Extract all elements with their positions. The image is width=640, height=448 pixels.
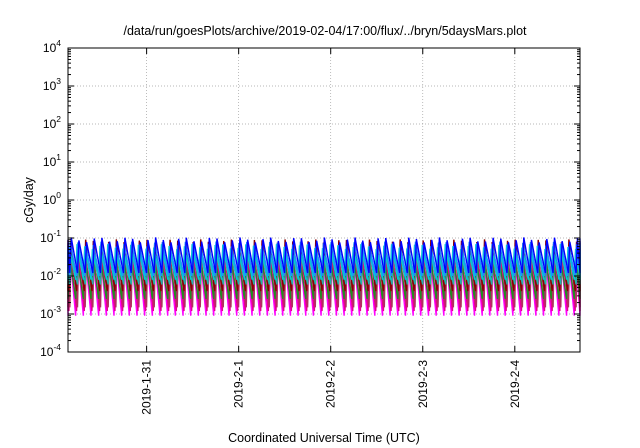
x-tick-label: 2019-2-1 <box>232 360 246 408</box>
x-tick-label: 2019-2-3 <box>416 360 430 408</box>
y-tick-label: 10-4 <box>40 342 61 359</box>
y-tick-label: 102 <box>43 114 61 131</box>
y-axis-label: cGy/day <box>22 176 36 223</box>
x-tick-label: 2019-2-4 <box>508 360 522 408</box>
series-line <box>67 237 581 274</box>
x-axis-label: Coordinated Universal Time (UTC) <box>228 431 420 445</box>
y-tick-label: 10-1 <box>40 228 61 245</box>
y-tick-label: 10-3 <box>40 304 61 321</box>
y-axis-ticks: 10-4 10-3 10-2 10-1 100 101 102 103 104 <box>40 38 580 359</box>
x-axis-ticks: 2019-1-31 2019-2-1 2019-2-2 2019-2-3 2019-2-… <box>140 48 522 415</box>
y-tick-label: 103 <box>43 76 61 93</box>
series-line <box>67 244 581 280</box>
series-line <box>67 241 581 277</box>
series-layer <box>67 237 581 316</box>
x-tick-label: 2019-1-31 <box>140 360 154 415</box>
chart-title: /data/run/goesPlots/archive/2019-02-04/1… <box>123 24 527 38</box>
x-tick-label: 2019-2-2 <box>324 360 338 408</box>
y-tick-label: 100 <box>43 190 61 207</box>
y-tick-label: 101 <box>43 152 61 169</box>
y-tick-label: 10-2 <box>40 266 61 283</box>
y-tick-label: 104 <box>43 38 61 55</box>
